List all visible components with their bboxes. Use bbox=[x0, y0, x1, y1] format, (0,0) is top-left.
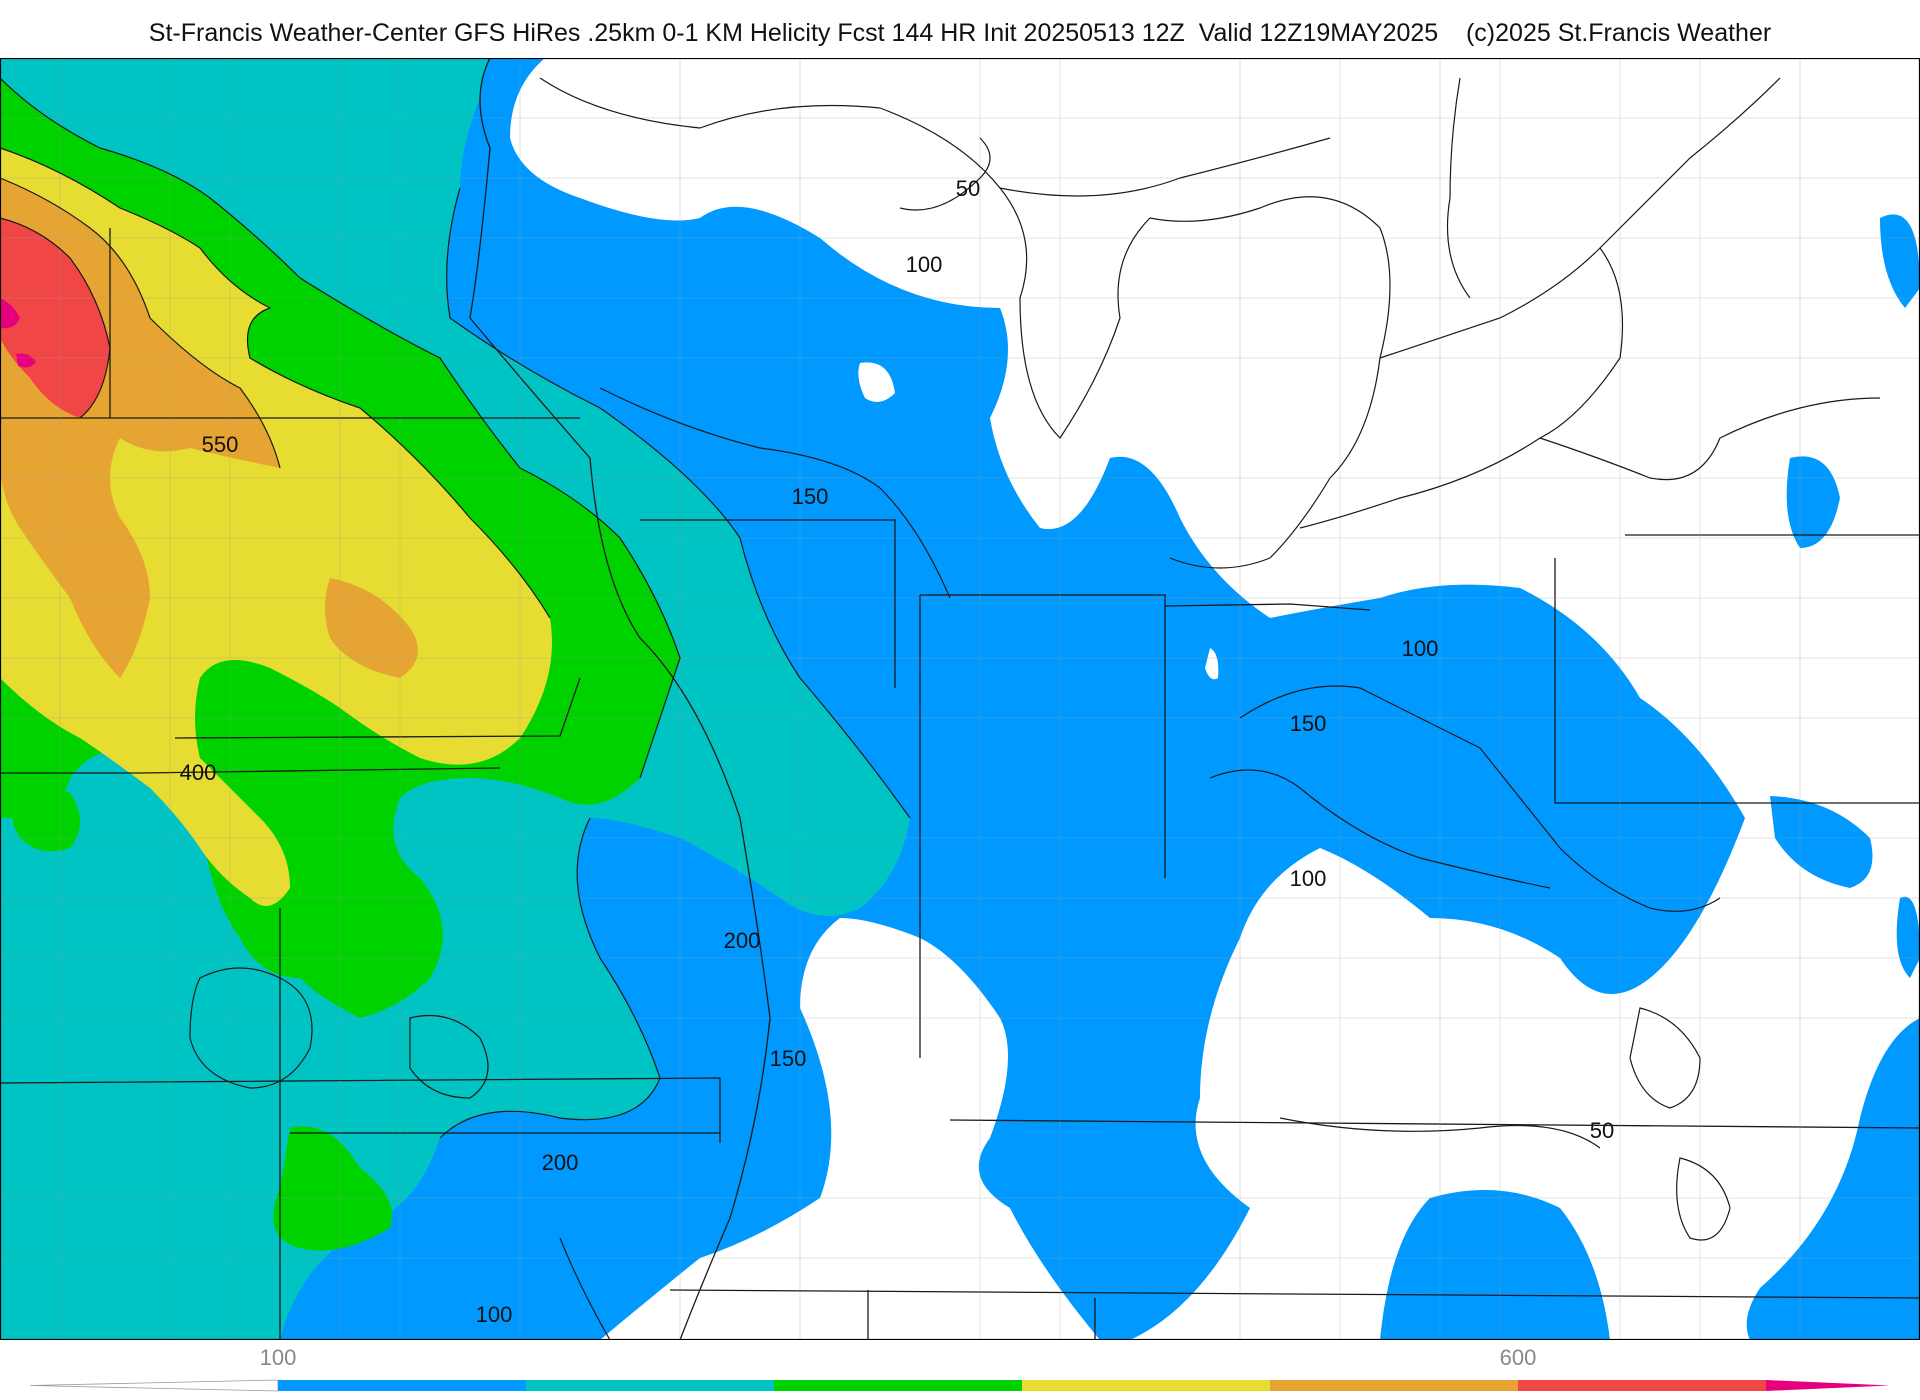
color-scale-bin bbox=[278, 1380, 526, 1391]
map-title: St-Francis Weather-Center GFS HiRes .25k… bbox=[148, 19, 1772, 47]
field-100-plus-nj bbox=[1896, 896, 1920, 978]
helicity-map: 550 400 200 200 150 150 150 100 100 100 … bbox=[0, 58, 1920, 1340]
great-lakes bbox=[539, 77, 1881, 569]
color-scale-bar: 100 600 bbox=[29, 1345, 1890, 1392]
color-scale-bin bbox=[1518, 1380, 1766, 1391]
contour-label-150-south: 150 bbox=[770, 1046, 807, 1071]
contour-labels: 550 400 200 200 150 150 150 100 100 100 … bbox=[180, 176, 1615, 1327]
field-600-plus bbox=[0, 218, 110, 418]
contour-label-50-north: 50 bbox=[956, 176, 980, 201]
contour-label-550: 550 bbox=[202, 432, 239, 457]
field-700-plus bbox=[0, 298, 20, 329]
color-scale-tick-label: 100 bbox=[260, 1345, 297, 1370]
color-scale-bin bbox=[1766, 1380, 1890, 1391]
contour-label-100-south: 100 bbox=[476, 1302, 513, 1327]
color-scale-bin bbox=[526, 1380, 774, 1391]
contour-label-150-north: 150 bbox=[792, 484, 829, 509]
color-scale-tick-label: 600 bbox=[1500, 1345, 1537, 1370]
field-700-plus-core bbox=[16, 353, 36, 368]
color-scale-segments bbox=[29, 1379, 1890, 1392]
contour-label-200-central: 200 bbox=[724, 928, 761, 953]
field-500-plus-iowa bbox=[325, 578, 418, 678]
contour-label-50-southeast: 50 bbox=[1590, 1118, 1614, 1143]
color-scale-ticks: 100 600 bbox=[260, 1345, 1537, 1370]
contour-label-100-east: 100 bbox=[1402, 636, 1439, 661]
contour-label-200-south: 200 bbox=[542, 1150, 579, 1175]
color-scale-bin bbox=[1022, 1380, 1270, 1391]
contour-lines bbox=[0, 77, 1731, 1340]
color-scale-bin bbox=[29, 1379, 279, 1392]
field-300-plus-mo bbox=[8, 779, 80, 852]
color-scale-bin bbox=[774, 1380, 1022, 1391]
state-borders bbox=[0, 58, 1920, 1340]
contour-label-100-north: 100 bbox=[906, 252, 943, 277]
county-grid bbox=[0, 58, 1920, 1340]
contour-label-150-east: 150 bbox=[1290, 711, 1327, 736]
contour-label-100-ohio: 100 bbox=[1290, 866, 1327, 891]
color-scale-bin bbox=[1270, 1380, 1518, 1391]
field-100-plus-eastcoast bbox=[1746, 1018, 1920, 1340]
field-100-plus-virginia bbox=[1770, 796, 1873, 888]
field-below-100-lake bbox=[858, 362, 895, 402]
field-below-100-ky bbox=[1205, 648, 1219, 680]
field-100-plus-southeast bbox=[1380, 1190, 1610, 1340]
field-300-plus-south bbox=[273, 1126, 392, 1251]
contour-label-400: 400 bbox=[180, 760, 217, 785]
